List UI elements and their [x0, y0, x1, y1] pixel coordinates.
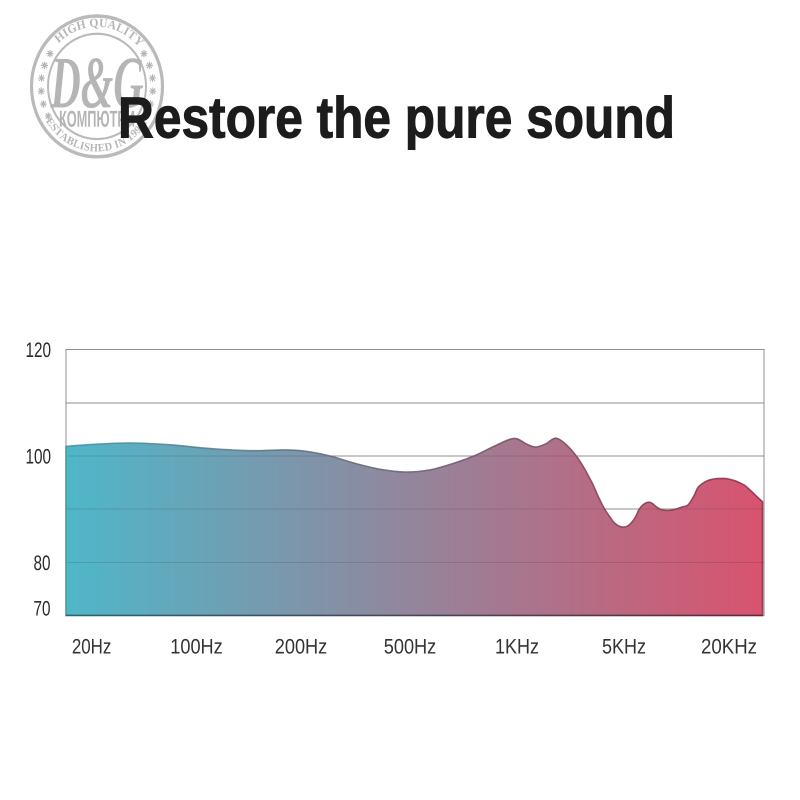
svg-text:100: 100 [26, 446, 52, 469]
svg-text:1KHz: 1KHz [495, 636, 539, 659]
svg-text:5KHz: 5KHz [602, 636, 646, 659]
svg-text:120: 120 [26, 339, 52, 362]
svg-text:20KHz: 20KHz [701, 636, 757, 659]
svg-text:80: 80 [34, 552, 51, 575]
svg-text:20Hz: 20Hz [72, 636, 112, 659]
svg-text:70: 70 [34, 598, 51, 621]
svg-text:500Hz: 500Hz [384, 636, 437, 659]
svg-text:100Hz: 100Hz [170, 636, 223, 659]
svg-text:200Hz: 200Hz [275, 636, 328, 659]
svg-text:Restore the pure sound: Restore the pure sound [118, 86, 675, 151]
